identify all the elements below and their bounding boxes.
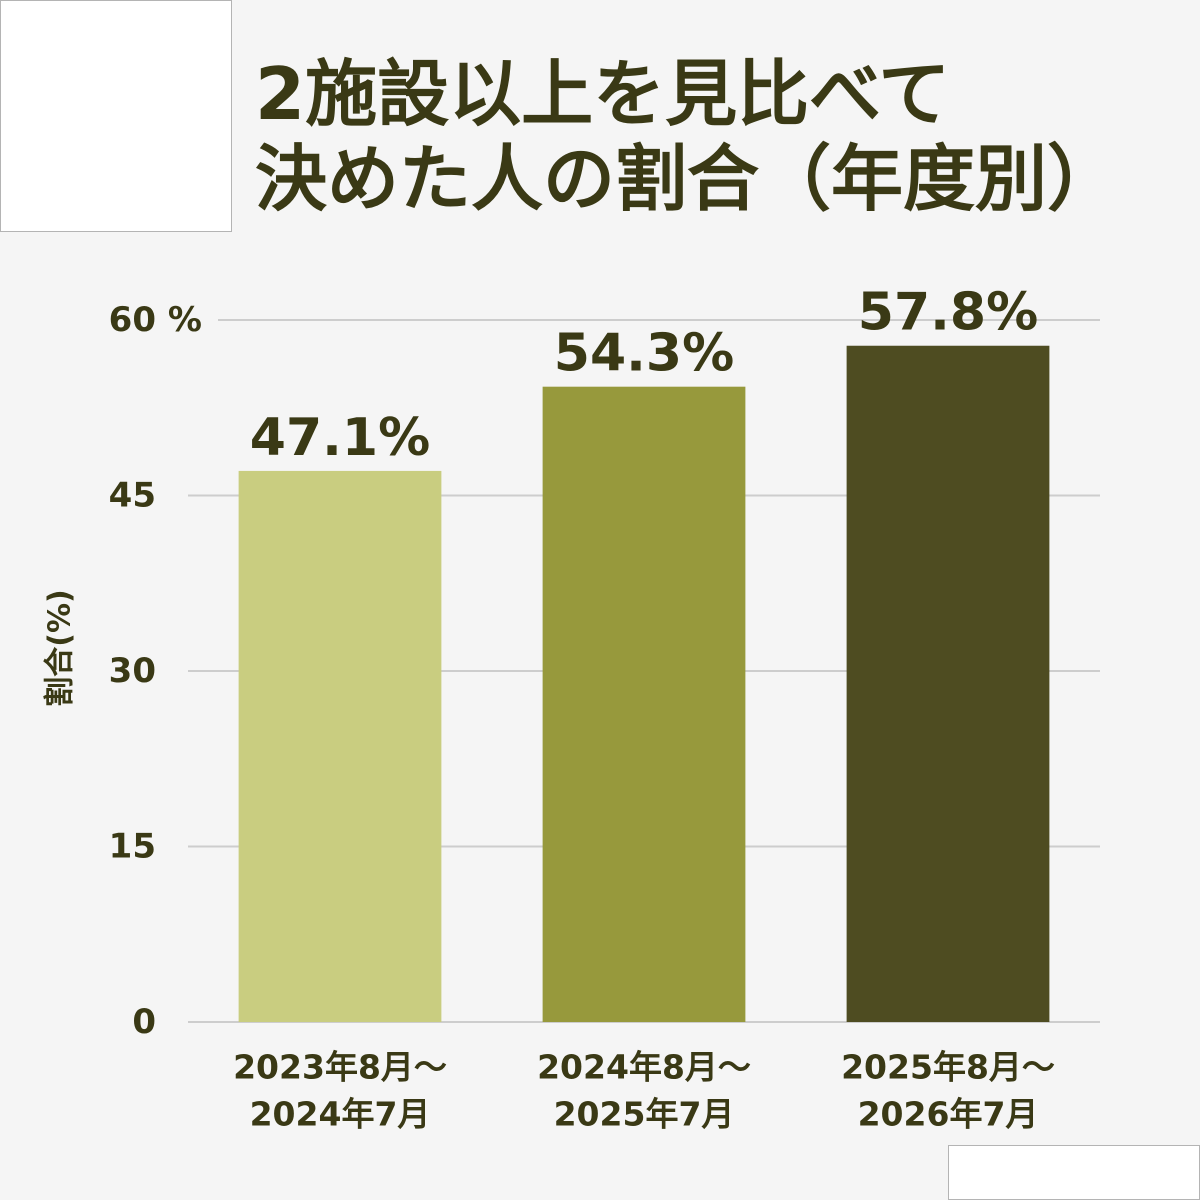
y-tick-labels: 0 15 30 45 60 % (109, 300, 202, 1042)
x-tick-label: 2025年7月 (554, 1095, 735, 1134)
y-axis-title: 割合(%) (43, 589, 78, 706)
x-tick-label: 2025年8月～ (841, 1048, 1055, 1087)
y-tick-label: 30 (109, 651, 156, 691)
y-tick-label: 0 (132, 1002, 156, 1042)
chart-title-line-1: 2施設以上を見比べて (255, 52, 951, 136)
bar-value-label: 47.1% (250, 408, 430, 468)
bar (542, 386, 746, 1022)
x-tick-label: 2026年7月 (858, 1095, 1039, 1134)
x-tick-labels: 2023年8月～ 2024年7月 2024年8月～ 2025年7月 2025年8月～ 20… (233, 1048, 1055, 1134)
blank-panel-top-left (0, 0, 232, 232)
blank-panel-bottom-right (948, 1145, 1200, 1200)
bar-value-label: 54.3% (554, 324, 734, 384)
bar-value-labels: 47.1% 54.3% 57.8% (250, 283, 1038, 468)
bars (238, 345, 1050, 1022)
y-tick-label: 15 (109, 827, 156, 867)
x-tick-label: 2023年8月～ (233, 1048, 447, 1087)
chart-title-line-2: 決めた人の割合（年度別） (255, 137, 1120, 221)
bar (846, 345, 1050, 1022)
y-tick-label: 60 % (109, 300, 202, 340)
x-tick-label: 2024年7月 (250, 1095, 431, 1134)
bar (238, 470, 442, 1022)
x-tick-label: 2024年8月～ (537, 1048, 751, 1087)
y-tick-label: 45 (109, 476, 156, 516)
bar-value-label: 57.8% (858, 283, 1038, 343)
